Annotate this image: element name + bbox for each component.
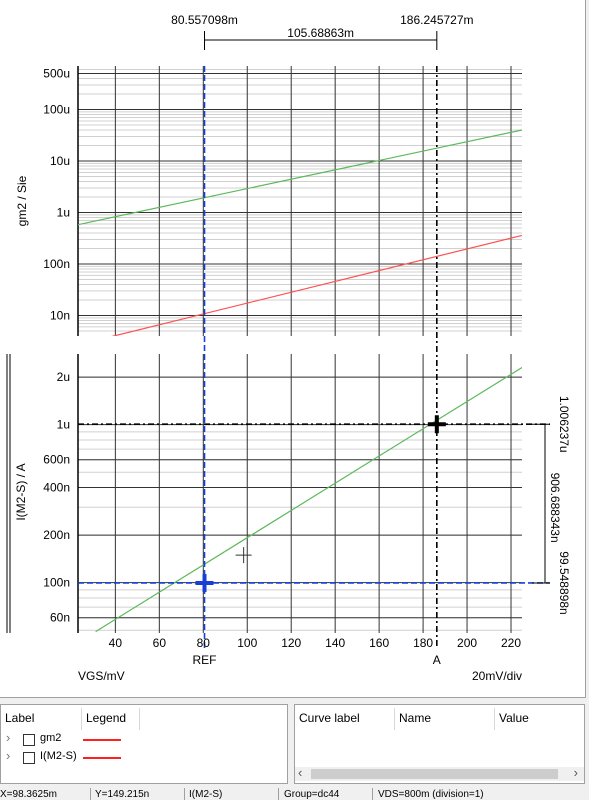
dy-readout: 906.688343n [548, 473, 562, 543]
series-line[interactable] [78, 234, 522, 344]
x-tick-label: 160 [369, 636, 389, 650]
scroll-right-icon[interactable]: › [573, 765, 578, 780]
y-tick-label: 10u [50, 154, 70, 168]
y-tick-label: 60n [50, 611, 70, 625]
x-tick-label: 100 [237, 636, 257, 650]
scroll-left-icon[interactable]: ‹ [298, 765, 303, 780]
x-tick-label: 40 [109, 636, 123, 650]
y-axis-label-top: gm2 / Sie [15, 175, 29, 226]
chevron-right-icon[interactable]: › [6, 730, 11, 745]
crosshair-pointer [235, 547, 252, 564]
ref-cursor-label: REF [193, 653, 217, 667]
x-division-label: 20mV/div [472, 669, 522, 683]
cursor-values-panel: Curve label Name Value ‹ › [294, 704, 585, 784]
legend-col-legend[interactable]: Legend [86, 711, 127, 725]
a-cursor-label: A [433, 653, 441, 667]
legend-line-swatch [83, 739, 121, 741]
y-tick-label: 10n [50, 309, 70, 323]
y-tick-label: 400n [43, 481, 70, 495]
legend-row-gm2[interactable]: › gm2 [1, 730, 287, 749]
legend-checkbox[interactable] [23, 752, 35, 764]
x-tick-label: 120 [281, 636, 301, 650]
y-tick-label: 100n [43, 257, 70, 271]
ref-y-readout: 99.548898n [557, 551, 571, 614]
dy-bracket [532, 423, 550, 584]
legend-item-label: gm2 [40, 732, 62, 744]
ref-x-readout: 80.557098m [171, 13, 238, 27]
status-bar: X=98.3625m Y=149.215n I(M2-S) Group=dc44… [0, 788, 589, 800]
a-cursor-marker[interactable] [427, 415, 446, 434]
a-x-readout: 186.245727m [400, 13, 473, 27]
legend-checkbox[interactable] [23, 734, 35, 746]
legend-line-swatch [83, 757, 121, 759]
x-tick-label: 60 [153, 636, 167, 650]
waveform-plot[interactable]: 500u 100u 10u 1u 100n 10n 2u 1u 600n 400n 200n 100n… [0, 0, 585, 697]
cursor-col-value[interactable]: Value [499, 711, 529, 725]
x-tick-label: 140 [325, 636, 345, 650]
x-tick-label: 200 [457, 636, 477, 650]
legend-item-label: I(M2-S) [40, 750, 77, 762]
y-tick-label: 1u [57, 418, 70, 432]
cursor-col-name[interactable]: Name [399, 711, 432, 725]
y-tick-label: 1u [57, 206, 70, 220]
legend-col-label[interactable]: Label [5, 711, 35, 725]
cursor-col-curve-label[interactable]: Curve label [299, 711, 360, 725]
y-tick-label: 100n [43, 576, 70, 590]
series-line[interactable] [95, 366, 522, 633]
legend-row-i-m2-s[interactable]: › I(M2-S) [1, 748, 287, 767]
x-tick-label: 220 [501, 636, 521, 650]
x-tick-label: 180 [413, 636, 433, 650]
x-axis-label: VGS/mV [78, 669, 125, 683]
series-line[interactable] [78, 129, 522, 226]
dx-bracket [204, 31, 438, 50]
dx-readout: 105.68863m [287, 26, 354, 40]
plot-panel[interactable]: 500u 100u 10u 1u 100n 10n 2u 1u 600n 400n 200n 100n… [0, 0, 586, 698]
y-tick-label: 200n [43, 528, 70, 542]
status-y: Y=149.215n [95, 789, 150, 800]
scrollbar-thumb[interactable] [311, 769, 558, 779]
status-vds: VDS=800m (division=1) [378, 789, 484, 800]
horizontal-scrollbar[interactable]: ‹ › [295, 765, 584, 781]
y-axis-label-bottom: I(M2-S) / A [14, 463, 28, 520]
status-group: Group=dc44 [284, 789, 340, 800]
y-tick-label: 500u [43, 67, 70, 81]
legend-panel: Label Legend › gm2 › I(M2-S) [0, 704, 288, 784]
y-tick-label: 2u [57, 370, 70, 384]
y-tick-label: 100u [43, 103, 70, 117]
y-tick-label: 600n [43, 453, 70, 467]
status-trace: I(M2-S) [189, 789, 223, 800]
a-y-readout: 1.006237u [557, 396, 571, 453]
x-tick-label: 80 [197, 636, 211, 650]
ref-cursor-marker[interactable] [195, 573, 214, 592]
status-x: X=98.3625m [0, 789, 57, 800]
chevron-right-icon[interactable]: › [6, 748, 11, 763]
